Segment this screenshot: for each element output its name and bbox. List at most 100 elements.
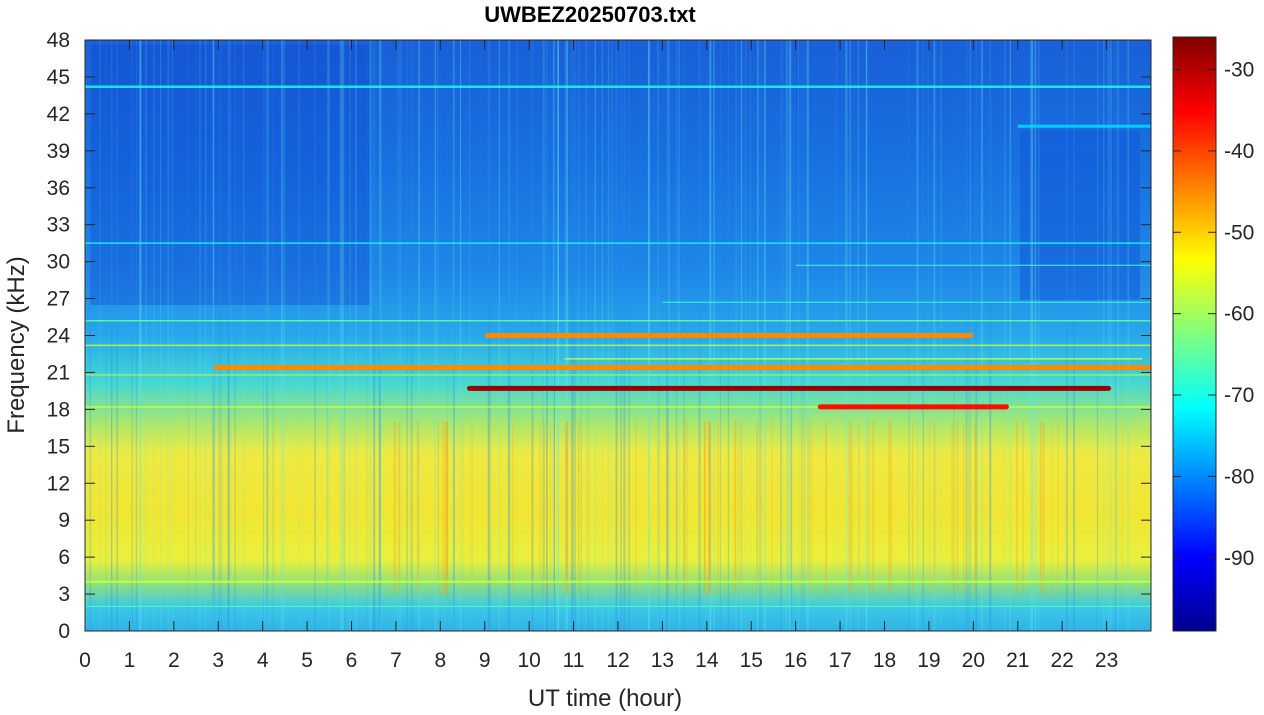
streak (116, 40, 118, 631)
streak (471, 421, 473, 595)
decor-band (85, 85, 1151, 88)
decor-band (85, 580, 1151, 583)
colorbar-tick-label: -90 (1224, 547, 1254, 570)
streak (1016, 421, 1018, 595)
streak (213, 40, 216, 631)
streak (327, 40, 330, 631)
x-tick-label: 21 (1006, 649, 1029, 672)
streak (195, 40, 197, 631)
streak (131, 40, 133, 631)
streak (99, 40, 101, 631)
decor-band (1017, 124, 1151, 128)
streak (1051, 421, 1053, 595)
x-tick-label: 18 (873, 649, 896, 672)
streak (684, 421, 686, 595)
streak (283, 40, 285, 631)
streak (442, 421, 444, 595)
early-day-dark-region (90, 45, 370, 305)
streak (737, 421, 739, 595)
y-tick-label: 3 (58, 583, 70, 606)
streak (686, 421, 688, 595)
streak (531, 421, 533, 595)
streak (452, 40, 455, 631)
streak (434, 40, 436, 631)
streak (416, 421, 419, 595)
streak (105, 40, 107, 631)
streak (188, 40, 189, 631)
x-tick-label: 13 (651, 649, 674, 672)
colorbar-ticks: -90 -80 -70 -60 -50 -40 -30 (1173, 59, 1254, 570)
streak (929, 421, 931, 595)
decor-band (85, 320, 1151, 322)
streak (264, 40, 266, 631)
streak (145, 40, 147, 631)
colorbar-tick-label: -50 (1224, 221, 1254, 244)
x-axis-ticks: 0 1 2 3 4 5 6 7 8 9 10 11 12 13 14 15 16 17 18 19 20 21 22 23 (79, 40, 1118, 672)
streak (418, 40, 421, 631)
decor-band (795, 264, 1151, 266)
x-tick-label: 8 (434, 649, 446, 672)
streak (1034, 40, 1037, 631)
streak (230, 40, 231, 631)
streak (570, 421, 573, 595)
streak (709, 421, 711, 595)
streak (951, 421, 953, 595)
streak (565, 421, 567, 595)
y-tick-label: 36 (47, 177, 70, 200)
streak (234, 40, 236, 631)
streak (220, 40, 223, 631)
decor-band (85, 406, 1151, 408)
streak (298, 40, 300, 631)
streak (378, 40, 381, 631)
streak (393, 421, 395, 595)
streak (1066, 40, 1068, 631)
streak (139, 40, 141, 631)
x-tick-label: 22 (1050, 649, 1073, 672)
streak (199, 40, 201, 631)
streak (172, 40, 173, 631)
streak (446, 421, 449, 595)
streak (437, 421, 440, 595)
horizontal-bands (85, 85, 1151, 607)
streak (1057, 421, 1059, 595)
streak (708, 421, 711, 595)
streak (398, 40, 402, 631)
streak (459, 40, 462, 631)
decor-band (564, 358, 1143, 360)
colorbar-tick-label: -70 (1224, 384, 1254, 407)
x-tick-label: 4 (257, 649, 269, 672)
y-tick-label: 0 (58, 620, 70, 643)
streak (1040, 421, 1042, 595)
y-tick-label: 39 (47, 140, 70, 163)
streak (1038, 40, 1040, 631)
streak (549, 421, 552, 595)
decor-band (85, 344, 1151, 347)
streak (243, 40, 245, 631)
streak (1121, 40, 1123, 631)
decor-band (662, 301, 1151, 303)
streak (868, 421, 870, 595)
streak (1022, 421, 1024, 595)
streak (339, 40, 342, 631)
streak (1016, 421, 1018, 595)
streak (635, 421, 637, 595)
streak (717, 421, 719, 595)
streak (666, 421, 669, 595)
x-tick-label: 17 (828, 649, 851, 672)
streak (160, 40, 162, 631)
x-tick-label: 9 (479, 649, 491, 672)
streak (366, 40, 368, 631)
streak (111, 40, 112, 631)
streak (111, 40, 113, 631)
x-tick-label: 0 (79, 649, 91, 672)
streak (512, 421, 514, 595)
streak (858, 421, 860, 595)
emission-band (484, 333, 974, 338)
x-tick-label: 2 (168, 649, 180, 672)
y-tick-label: 27 (47, 288, 70, 311)
streak (1031, 40, 1034, 631)
colorbar-tick-label: -30 (1224, 59, 1254, 82)
streak (848, 421, 850, 595)
x-tick-label: 5 (301, 649, 313, 672)
